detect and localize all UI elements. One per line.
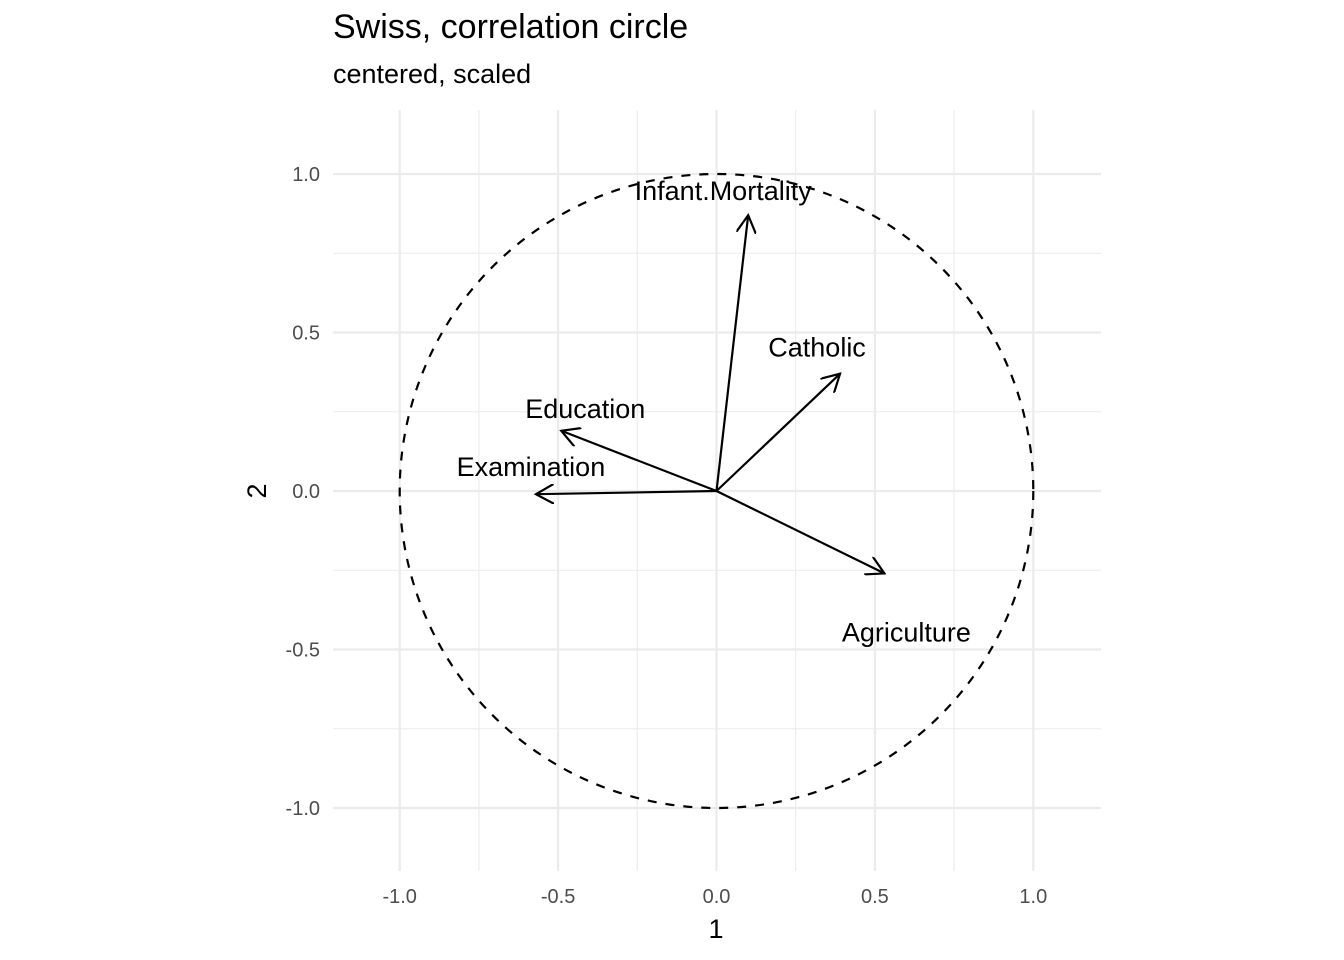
x-tick-label: 1.0 [1019, 886, 1047, 908]
y-axis-title: 2 [242, 483, 272, 498]
y-axis-ticks: 1.0 0.5 0.0 -0.5 -1.0 [286, 164, 320, 820]
unit-circle [398, 172, 1035, 810]
vector-agriculture [716, 490, 885, 573]
x-axis-ticks: -1.0 -0.5 0.0 0.5 1.0 [382, 886, 1047, 908]
chart-title: Swiss, correlation circle [333, 8, 689, 46]
x-tick-label: 0.0 [703, 886, 731, 908]
y-tick-label: -0.5 [286, 640, 320, 662]
x-tick-label: 0.5 [861, 886, 889, 908]
x-tick-label: -0.5 [541, 886, 575, 908]
x-axis-title: 1 [708, 914, 723, 944]
chart-subtitle: centered, scaled [333, 59, 532, 89]
vector-label-agriculture: Agriculture [842, 617, 971, 647]
vector-label-infant-mortality: Infant.Mortality [635, 176, 813, 206]
y-tick-label: -1.0 [286, 798, 320, 820]
vector-label-catholic: Catholic [768, 333, 866, 363]
y-tick-label: 0.0 [292, 481, 320, 503]
vector-label-examination: Examination [457, 452, 606, 482]
y-tick-label: 0.5 [292, 323, 320, 345]
vector-examination [536, 491, 717, 494]
unit-circle-layer [398, 172, 1035, 810]
vector-catholic [715, 374, 841, 492]
variable-vectors [536, 215, 884, 573]
variable-labels: Agriculture Examination Education Catholic I… [457, 176, 971, 647]
y-tick-label: 1.0 [292, 164, 320, 186]
vector-education [561, 431, 717, 493]
vector-label-education: Education [525, 394, 645, 424]
x-tick-label: -1.0 [382, 886, 416, 908]
vector-infant-mortality [715, 215, 749, 492]
